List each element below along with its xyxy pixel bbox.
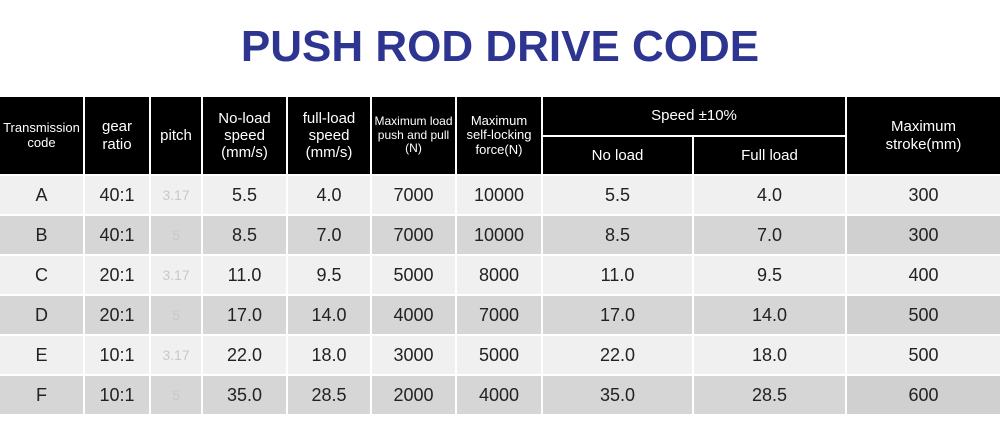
cell-sp-full: 28.5 <box>694 376 845 414</box>
cell-pitch: 3.17 <box>151 256 201 294</box>
cell-maxload: 3000 <box>372 336 455 374</box>
cell-code: A <box>0 176 83 214</box>
header-fullload-speed: full-load speed (mm/s) <box>288 97 370 174</box>
cell-sp-full: 7.0 <box>694 216 845 254</box>
cell-fullload: 14.0 <box>288 296 370 334</box>
cell-stroke: 300 <box>847 216 1000 254</box>
header-self-locking: Maximum self-locking force(N) <box>457 97 541 174</box>
header-noload-speed: No-load speed (mm/s) <box>203 97 286 174</box>
cell-pitch: 3.17 <box>151 176 201 214</box>
cell-pitch: 5 <box>151 296 201 334</box>
cell-noload: 8.5 <box>203 216 286 254</box>
cell-sp-no: 17.0 <box>543 296 692 334</box>
cell-stroke: 600 <box>847 376 1000 414</box>
header-max-load: Maximum load push and pull (N) <box>372 97 455 174</box>
cell-fullload: 18.0 <box>288 336 370 374</box>
header-transmission-code: Transmission code <box>0 97 83 174</box>
cell-selflock: 8000 <box>457 256 541 294</box>
cell-stroke: 500 <box>847 296 1000 334</box>
cell-maxload: 7000 <box>372 176 455 214</box>
cell-ratio: 10:1 <box>85 376 149 414</box>
cell-noload: 11.0 <box>203 256 286 294</box>
cell-sp-no: 35.0 <box>543 376 692 414</box>
cell-fullload: 4.0 <box>288 176 370 214</box>
cell-sp-no: 8.5 <box>543 216 692 254</box>
cell-selflock: 4000 <box>457 376 541 414</box>
cell-code: C <box>0 256 83 294</box>
cell-code: F <box>0 376 83 414</box>
cell-fullload: 9.5 <box>288 256 370 294</box>
cell-sp-no: 22.0 <box>543 336 692 374</box>
cell-sp-full: 4.0 <box>694 176 845 214</box>
cell-code: E <box>0 336 83 374</box>
cell-sp-full: 9.5 <box>694 256 845 294</box>
cell-stroke: 400 <box>847 256 1000 294</box>
cell-fullload: 7.0 <box>288 216 370 254</box>
header-pitch: pitch <box>151 97 201 174</box>
cell-sp-no: 11.0 <box>543 256 692 294</box>
cell-maxload: 5000 <box>372 256 455 294</box>
cell-noload: 5.5 <box>203 176 286 214</box>
header-speed-group: Speed ±10% <box>543 97 845 135</box>
cell-ratio: 10:1 <box>85 336 149 374</box>
cell-selflock: 5000 <box>457 336 541 374</box>
cell-maxload: 2000 <box>372 376 455 414</box>
cell-ratio: 40:1 <box>85 176 149 214</box>
cell-pitch: 3.17 <box>151 336 201 374</box>
header-no-load: No load <box>543 137 692 174</box>
cell-ratio: 20:1 <box>85 296 149 334</box>
cell-selflock: 10000 <box>457 176 541 214</box>
cell-ratio: 40:1 <box>85 216 149 254</box>
header-max-stroke: Maximum stroke(mm) <box>847 97 1000 174</box>
cell-noload: 17.0 <box>203 296 286 334</box>
cell-code: D <box>0 296 83 334</box>
cell-fullload: 28.5 <box>288 376 370 414</box>
cell-ratio: 20:1 <box>85 256 149 294</box>
cell-selflock: 10000 <box>457 216 541 254</box>
cell-sp-no: 5.5 <box>543 176 692 214</box>
cell-selflock: 7000 <box>457 296 541 334</box>
cell-noload: 35.0 <box>203 376 286 414</box>
cell-pitch: 5 <box>151 376 201 414</box>
cell-stroke: 300 <box>847 176 1000 214</box>
header-gear-ratio: gear ratio <box>85 97 149 174</box>
page-title: PUSH ROD DRIVE CODE <box>240 22 760 71</box>
cell-maxload: 4000 <box>372 296 455 334</box>
cell-pitch: 5 <box>151 216 201 254</box>
cell-maxload: 7000 <box>372 216 455 254</box>
cell-sp-full: 18.0 <box>694 336 845 374</box>
cell-code: B <box>0 216 83 254</box>
cell-stroke: 500 <box>847 336 1000 374</box>
cell-sp-full: 14.0 <box>694 296 845 334</box>
header-full-load: Full load <box>694 137 845 174</box>
cell-noload: 22.0 <box>203 336 286 374</box>
